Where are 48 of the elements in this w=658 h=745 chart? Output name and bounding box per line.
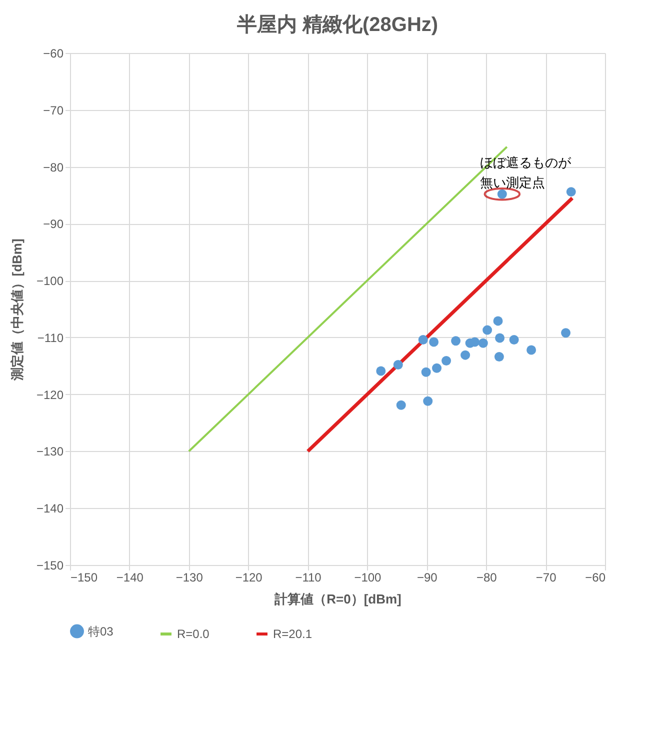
point [526,345,536,355]
point [432,363,442,373]
x-tick-label: −150 [70,570,98,584]
point [509,334,519,344]
annotation: 無い測定点 [480,175,546,190]
y-tick-label: −100 [36,274,64,288]
point [418,334,428,344]
x-tick-label: −90 [416,570,438,584]
x-tick-label: −140 [116,570,144,584]
point [495,333,505,343]
x-tick-label: −60 [585,570,606,584]
x-tick-label: −70 [536,570,557,584]
chart-title: 半屋内 精緻化(28GHz) [236,14,438,36]
point [494,352,504,362]
x-tick-label: −130 [176,570,204,584]
x-tick-label: −80 [476,570,498,584]
point [396,400,406,410]
point [460,350,470,360]
point [470,337,480,347]
point [421,367,431,377]
x-tick-label: −110 [295,570,322,584]
x-tick-label: −100 [354,570,382,584]
legend-label: 特03 [88,624,114,638]
point [482,325,492,335]
y-tick-label: −150 [36,558,64,572]
point [451,336,461,346]
point [423,396,433,406]
point [376,366,386,376]
point [493,316,503,326]
point [393,360,403,370]
point [429,337,439,347]
point [442,356,452,366]
y-tick-label: −60 [43,46,64,60]
x-tick-label: −120 [235,570,263,584]
point [566,187,576,197]
y-tick-label: −120 [36,388,64,402]
y-tick-label: −90 [43,217,64,232]
legend-label: R=20.1 [273,627,312,641]
y-axis-title: 測定値（中央値）[dBm] [9,238,24,382]
y-tick-label: −80 [43,160,64,174]
point [561,328,571,338]
y-tick-label: −140 [36,502,64,516]
x-axis-title: 計算値（R=0）[dBm] [274,592,402,606]
y-tick-label: −130 [36,444,64,459]
y-tick-label: −110 [37,330,64,345]
point [478,338,488,348]
y-tick-label: −70 [43,103,64,118]
legend-label: R=0.0 [177,627,210,641]
